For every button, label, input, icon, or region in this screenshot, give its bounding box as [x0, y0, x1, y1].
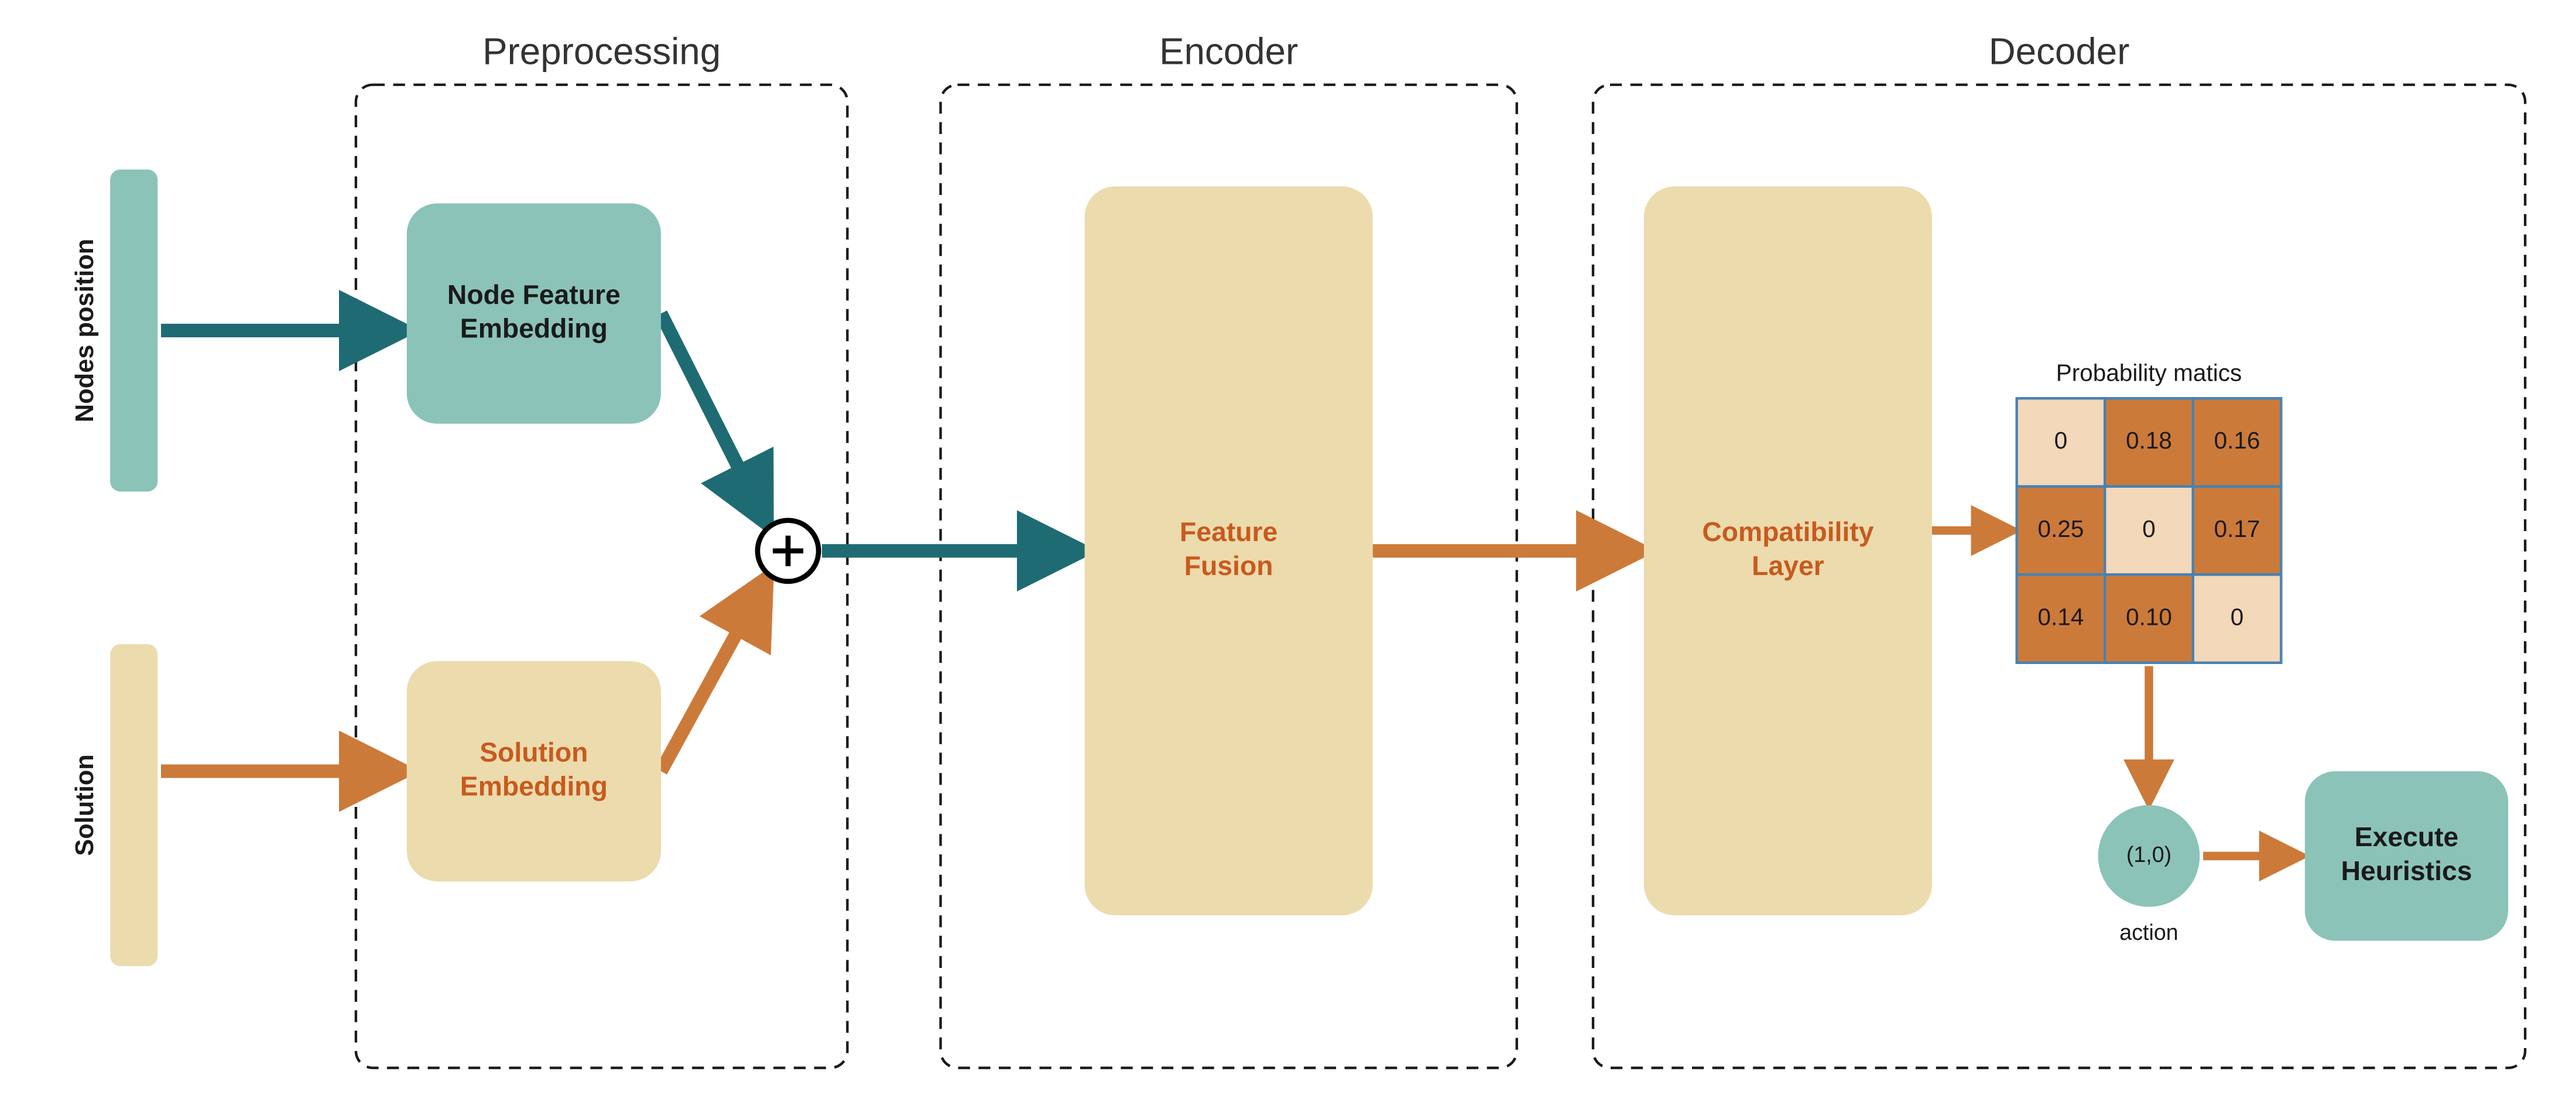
matrix-cell-value: 0 — [2231, 603, 2244, 630]
node_feature_embedding-label: Node Feature — [447, 279, 621, 310]
node_feature_embedding-label: Embedding — [460, 313, 608, 344]
preprocessing-title: Preprocessing — [482, 30, 721, 72]
solution-bar — [110, 644, 157, 966]
matrix-cell-value: 0.18 — [2126, 427, 2172, 454]
matrix-cell-value: 0.25 — [2038, 515, 2084, 542]
arrow-nfe-to-plus — [661, 314, 768, 526]
solution_embedding-label: Embedding — [460, 771, 608, 801]
matrix-title: Probability matics — [2056, 359, 2242, 386]
matrix-cell-value: 0.17 — [2214, 515, 2260, 542]
compatibility_layer-label: Layer — [1752, 550, 1824, 581]
feature_fusion-label: Feature — [1180, 516, 1277, 547]
decoder-title: Decoder — [1989, 30, 2130, 72]
compatibility_layer-label: Compatibility — [1702, 516, 1873, 547]
matrix-cell-value: 0 — [2142, 515, 2156, 542]
matrix-cell-value: 0.14 — [2038, 603, 2084, 630]
nodes_position-bar — [110, 169, 157, 491]
architecture-diagram: Preprocessing Encoder Decoder Nodes positio… — [0, 0, 2576, 1119]
matrix-cell-value: 0.16 — [2214, 427, 2260, 454]
arrow-se-to-plus — [661, 576, 768, 771]
matrix-cell-value: 0.10 — [2126, 603, 2172, 630]
action-sublabel: action — [2119, 920, 2178, 945]
matrix-cell-value: 0 — [2054, 427, 2068, 454]
solution-label: Solution — [71, 754, 99, 856]
nodes_position-label: Nodes position — [71, 239, 99, 422]
execute_heuristics-label: Execute — [2355, 822, 2459, 852]
execute_heuristics-label: Heuristics — [2341, 855, 2472, 886]
encoder-title: Encoder — [1159, 30, 1298, 72]
action-label: (1,0) — [2126, 842, 2171, 867]
feature_fusion-label: Fusion — [1184, 550, 1273, 581]
solution_embedding-label: Solution — [479, 737, 588, 767]
